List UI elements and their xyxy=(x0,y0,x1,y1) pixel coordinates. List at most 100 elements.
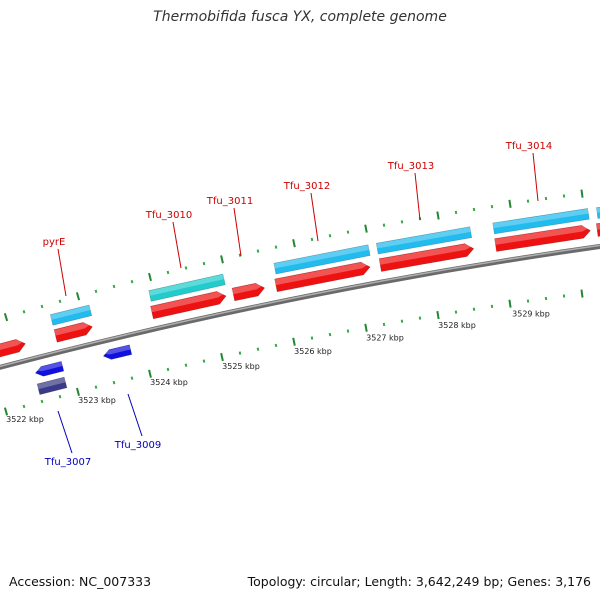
reverse-gene-bar-shine xyxy=(37,377,66,390)
minor-tick xyxy=(400,319,404,323)
minor-tick xyxy=(400,220,404,224)
reverse-gene-bar-shape xyxy=(36,376,68,396)
forward-cds-arrow-shape xyxy=(378,243,475,272)
minor-tick xyxy=(310,237,314,242)
gene-label-tfu_3010[interactable]: Tfu_3010 xyxy=(145,210,192,221)
minor-tick xyxy=(256,347,260,351)
scale-label: 3527 kbp xyxy=(366,333,404,342)
major-tick xyxy=(580,289,584,298)
minor-tick xyxy=(112,380,116,385)
minor-tick xyxy=(130,279,134,284)
minor-tick xyxy=(472,307,476,311)
forward-cds-arrow-shine xyxy=(54,322,92,336)
forward-cds-arrow[interactable] xyxy=(274,261,372,293)
minor-tick xyxy=(94,289,98,293)
scale-label: 3524 kbp xyxy=(150,378,188,387)
gene-label-tfu_3013[interactable]: Tfu_3013 xyxy=(387,161,434,172)
major-tick xyxy=(292,337,296,346)
gene-leader-line xyxy=(414,172,421,221)
minor-tick xyxy=(94,385,98,389)
forward-gene-bar-shape xyxy=(375,226,473,255)
minor-tick xyxy=(22,404,26,409)
minor-tick xyxy=(238,351,242,355)
major-tick xyxy=(148,369,152,378)
scale-label: 3529 kbp xyxy=(512,310,550,319)
feature-layer xyxy=(0,203,600,396)
major-tick xyxy=(292,239,296,248)
forward-cds-arrow[interactable] xyxy=(595,219,600,237)
scale-label: 3528 kbp xyxy=(438,321,476,330)
gene-leader-line xyxy=(310,192,319,242)
reverse-cds-arrow-shape xyxy=(102,344,133,360)
map-title: Thermobifida fusca YX, complete genome xyxy=(153,9,447,25)
minor-tick xyxy=(346,329,350,333)
gene-label-tfu_3007[interactable]: Tfu_3007 xyxy=(44,457,91,468)
minor-tick xyxy=(544,296,548,301)
minor-tick xyxy=(346,230,350,234)
reverse-gene-bar[interactable] xyxy=(36,376,68,396)
major-tick xyxy=(148,272,152,282)
forward-gene-bar-shape xyxy=(273,244,371,275)
backbone-line xyxy=(0,243,600,370)
forward-cds-arrow[interactable] xyxy=(150,290,227,320)
forward-gene-bar[interactable] xyxy=(273,244,371,275)
forward-gene-bar[interactable] xyxy=(375,226,473,255)
forward-gene-bar[interactable] xyxy=(596,203,600,219)
minor-tick xyxy=(544,196,548,201)
forward-gene-bar[interactable] xyxy=(148,273,226,302)
major-tick xyxy=(364,323,368,332)
forward-cds-arrow-shine xyxy=(232,283,264,295)
minor-tick xyxy=(418,316,422,320)
forward-cds-arrow-shine xyxy=(379,244,474,265)
forward-gene-bar-shape xyxy=(49,304,93,326)
minor-tick xyxy=(40,399,44,404)
forward-gene-bar-shape xyxy=(148,273,226,302)
gene-label-pyre[interactable]: pyrE xyxy=(43,237,66,248)
forward-gene-bar[interactable] xyxy=(49,304,93,326)
scale-label: 3525 kbp xyxy=(222,362,260,371)
forward-gene-bar[interactable] xyxy=(492,208,590,235)
minor-tick xyxy=(490,304,494,309)
minor-tick xyxy=(202,261,206,266)
reverse-cds-arrow[interactable] xyxy=(34,361,65,378)
tick-marks xyxy=(3,189,584,416)
minor-tick xyxy=(22,310,26,314)
minor-tick xyxy=(328,332,332,337)
forward-cds-arrow-shine xyxy=(494,225,590,245)
outer-tick-row xyxy=(3,189,584,322)
forward-cds-arrow[interactable] xyxy=(0,337,27,360)
backbone xyxy=(0,243,600,370)
forward-cds-arrow-shine xyxy=(150,291,226,313)
minor-tick xyxy=(526,299,530,303)
minor-tick xyxy=(562,194,566,198)
reverse-cds-arrow-shine xyxy=(102,345,131,355)
gene-label-tfu_3012[interactable]: Tfu_3012 xyxy=(283,181,330,192)
minor-tick xyxy=(130,376,134,380)
major-tick xyxy=(3,313,9,322)
minor-tick xyxy=(382,223,386,227)
gene-leader-line xyxy=(57,410,73,454)
forward-cds-arrow-shape xyxy=(231,282,266,302)
forward-cds-arrow[interactable] xyxy=(494,224,592,252)
reverse-cds-arrow-shape xyxy=(34,361,65,377)
forward-gene-bar-shine xyxy=(273,245,370,269)
minor-tick xyxy=(526,199,530,203)
genome-summary-label: Topology: circular; Length: 3,642,249 bp… xyxy=(247,574,591,589)
minor-tick xyxy=(58,299,62,304)
forward-cds-arrow[interactable] xyxy=(378,242,475,272)
minor-tick xyxy=(274,245,278,249)
gene-label-tfu_3011[interactable]: Tfu_3011 xyxy=(206,196,253,207)
forward-cds-arrow-shape xyxy=(595,220,600,237)
minor-tick xyxy=(490,204,494,209)
minor-tick xyxy=(256,249,260,253)
inner-tick-row xyxy=(3,289,584,416)
forward-cds-arrow-shape xyxy=(53,322,93,343)
scale-label: 3522 kbp xyxy=(6,415,44,424)
forward-cds-arrow[interactable] xyxy=(53,320,94,343)
reverse-cds-arrow[interactable] xyxy=(102,344,133,361)
forward-gene-bar-shine xyxy=(376,227,471,249)
forward-cds-arrow[interactable] xyxy=(231,282,266,302)
gene-label-tfu_3014[interactable]: Tfu_3014 xyxy=(505,141,552,152)
gene-label-tfu_3009[interactable]: Tfu_3009 xyxy=(114,440,161,451)
